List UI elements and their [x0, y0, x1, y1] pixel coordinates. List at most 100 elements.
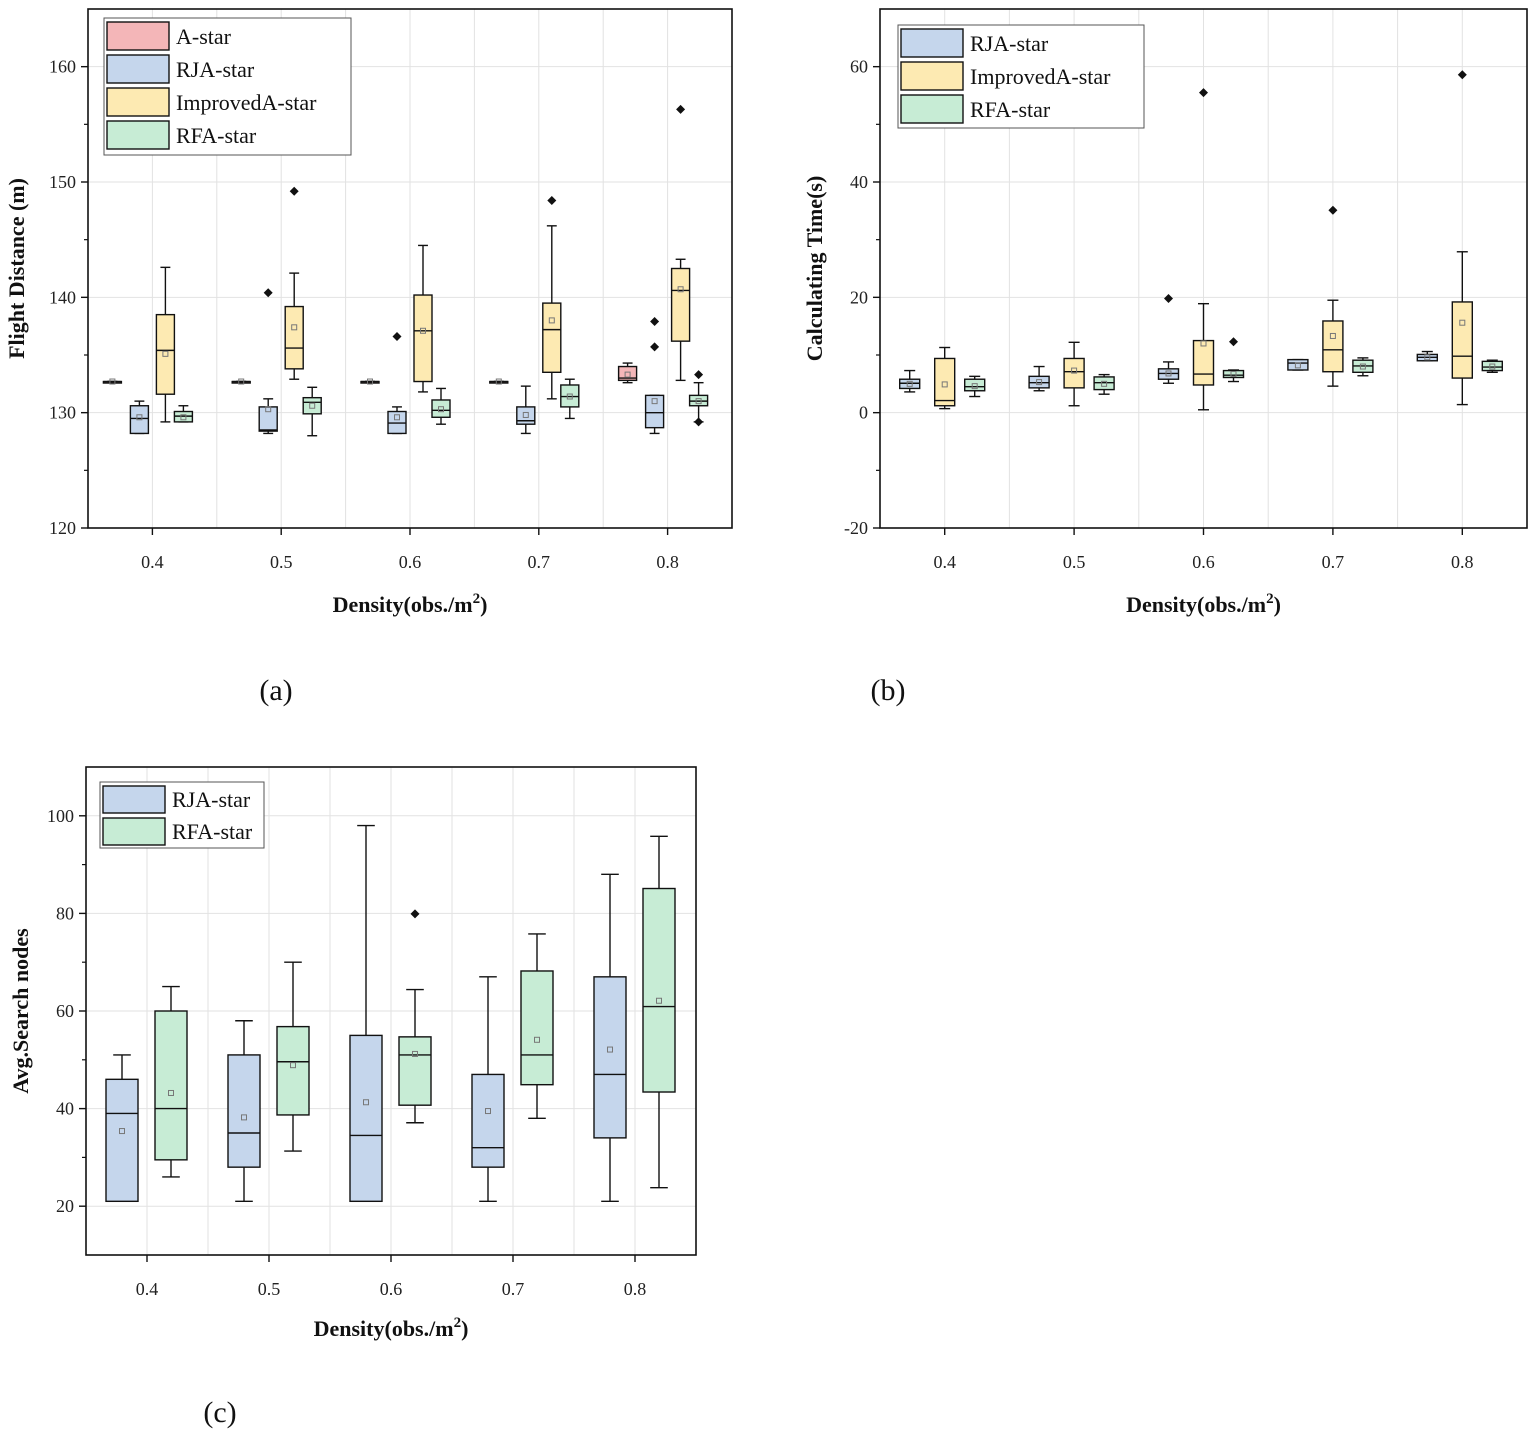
x-axis-label-main: Density(obs./m: [1126, 592, 1266, 617]
x-axis-label-sup: 2: [454, 1315, 462, 1331]
mean-marker: [1459, 319, 1466, 326]
box-ImprovedA-star-0.4: [934, 346, 956, 410]
box-RJA-star-0.5: [227, 1020, 261, 1203]
mean-marker: [241, 1114, 247, 1121]
legend: RJA-star ImprovedA-star RFA-star: [897, 24, 1145, 129]
box-RFA-star-0.7: [520, 933, 554, 1120]
box-ImprovedA-star-0.5: [1063, 341, 1085, 407]
box-A-star-0.4: [102, 378, 123, 385]
box-iqr: [1322, 320, 1344, 373]
legend-swatch-RJA-star: [102, 785, 166, 814]
x-tick-label: 0.7: [528, 552, 551, 572]
legend: A-star RJA-star ImprovedA-star RFA-star: [103, 17, 352, 156]
box-iqr: [105, 1078, 139, 1203]
box-RJA-star-0.8: [644, 317, 665, 435]
box-RFA-star-0.4: [173, 405, 194, 423]
panel-label: (b): [871, 674, 906, 707]
legend-swatch-A-star: [106, 21, 170, 51]
box-A-star-0.8: [617, 362, 638, 384]
box-iqr: [1451, 301, 1474, 379]
outlier-point: [650, 317, 660, 327]
outlier-point: [650, 342, 660, 352]
box-iqr: [284, 305, 304, 370]
box-RFA-star-0.7: [1352, 357, 1374, 377]
box-A-star-0.7: [489, 378, 509, 385]
mean-marker: [265, 406, 272, 413]
box-RJA-star-0.4: [899, 369, 921, 393]
x-tick-label: 0.8: [1451, 552, 1474, 572]
y-tick-label: 120: [49, 518, 76, 538]
box-iqr: [520, 970, 554, 1086]
mean-marker: [651, 398, 658, 405]
y-axis-label: Flight Distance (m): [4, 178, 29, 359]
box-iqr: [302, 396, 322, 415]
legend-swatch-ImprovedA-star: [900, 61, 964, 91]
box-RFA-star-0.6: [398, 909, 432, 1124]
outlier-point: [694, 417, 704, 427]
x-tick-label: 0.4: [933, 552, 956, 572]
box-ImprovedA-star-0.7: [542, 195, 562, 400]
box-RJA-star-0.7: [471, 976, 505, 1203]
mean-marker: [495, 378, 502, 385]
legend-label-A-star: A-star: [176, 24, 232, 49]
box-ImprovedA-star-0.6: [413, 244, 433, 393]
mean-marker: [624, 371, 631, 378]
mean-marker: [1329, 332, 1336, 339]
box-ImprovedA-star-0.5: [284, 186, 304, 380]
legend-swatch-RFA-star: [106, 120, 170, 150]
x-axis-label-close: ): [461, 1316, 468, 1341]
x-axis-label: Density(obs./m2): [333, 591, 488, 617]
y-tick-label: 0: [859, 403, 868, 423]
x-axis-label: Density(obs./m2): [1126, 591, 1281, 617]
box-RJA-star-0.4: [105, 1054, 139, 1203]
box-A-star-0.6: [360, 378, 380, 385]
outlier-point: [1328, 205, 1338, 215]
box-RJA-star-0.6: [1157, 293, 1180, 384]
y-tick-label: 60: [56, 1001, 74, 1021]
legend-label-RFA-star: RFA-star: [172, 819, 253, 844]
box-iqr: [471, 1073, 505, 1168]
legend-label-RJA-star: RJA-star: [172, 787, 251, 812]
box-iqr: [276, 1025, 310, 1116]
box-RJA-star-0.8: [1416, 350, 1439, 362]
mean-marker: [168, 1089, 174, 1096]
y-axis-label: Calculating Time(s): [802, 176, 827, 362]
x-tick-label: 0.4: [136, 1279, 159, 1299]
outlier-point: [263, 288, 273, 298]
mean-marker: [1489, 363, 1496, 370]
outlier-point: [547, 195, 557, 205]
outlier-point: [1199, 88, 1208, 98]
mean-marker: [238, 378, 245, 385]
box-RFA-star-0.7: [560, 378, 580, 420]
box-RJA-star-0.4: [129, 400, 150, 435]
mean-marker: [136, 414, 143, 421]
mean-marker: [941, 381, 948, 388]
box-iqr: [542, 302, 562, 374]
x-axis-label: Density(obs./m2): [314, 1315, 469, 1341]
x-tick-label: 0.7: [502, 1279, 525, 1299]
outlier-point: [1229, 337, 1238, 347]
box-iqr: [1192, 339, 1215, 386]
legend: RJA-star RFA-star: [99, 781, 265, 849]
box-iqr: [227, 1054, 261, 1168]
y-axis-label: Avg.Search nodes: [8, 928, 33, 1094]
box-RJA-star-0.8: [593, 873, 627, 1203]
box-RFA-star-0.6: [1222, 337, 1245, 383]
mean-marker: [607, 1046, 613, 1053]
mean-marker: [1036, 379, 1043, 386]
outlier-point: [392, 332, 402, 342]
mean-marker: [309, 402, 316, 409]
legend-swatch-RFA-star: [900, 94, 964, 124]
x-axis-label-sup: 2: [1266, 591, 1274, 607]
box-RJA-star-0.5: [1028, 365, 1050, 392]
legend-swatch-ImprovedA-star: [106, 87, 170, 117]
mean-marker: [291, 324, 298, 331]
mean-marker: [363, 1099, 369, 1106]
mean-marker: [1230, 371, 1237, 378]
mean-marker: [485, 1108, 491, 1115]
mean-marker: [119, 1128, 125, 1135]
mean-marker: [1165, 370, 1172, 377]
mean-marker: [971, 383, 978, 390]
x-tick-label: 0.8: [624, 1279, 647, 1299]
